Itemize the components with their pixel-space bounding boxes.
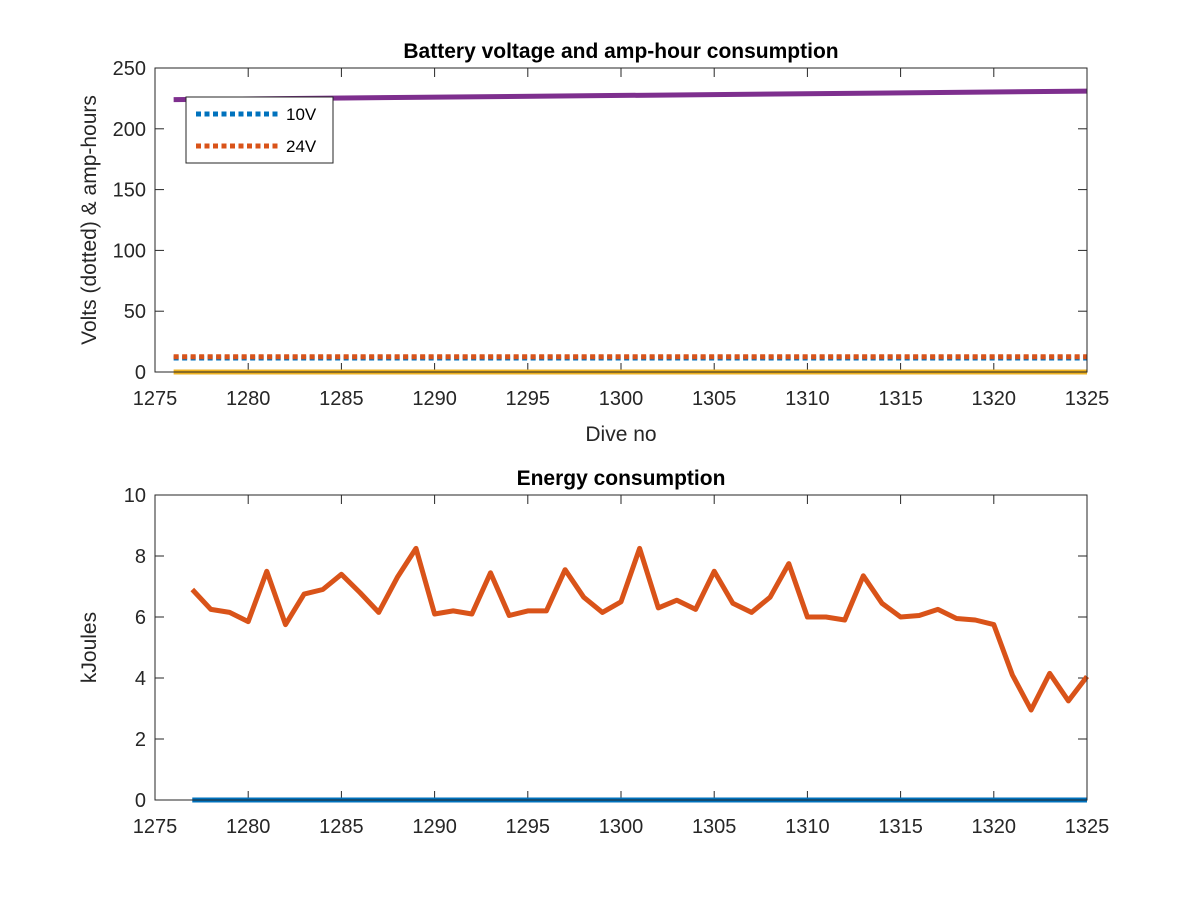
energy-x-tick-label: 1280 <box>226 816 271 838</box>
voltage-x-tick-label: 1275 <box>133 388 178 410</box>
energy-x-tick-label: 1320 <box>972 816 1017 838</box>
voltage-x-tick-label: 1315 <box>878 388 923 410</box>
voltage-x-tick-label: 1320 <box>972 388 1017 410</box>
energy-y-tick-label: 6 <box>135 607 146 629</box>
voltage-y-tick-label: 50 <box>124 301 146 323</box>
energy-series-line-0 <box>190 545 1089 713</box>
voltage-axes-box <box>154 67 1088 373</box>
voltage-chart-title: Battery voltage and amp-hour consumption <box>403 40 838 63</box>
voltage-y-axis-label: Volts (dotted) & amp-hours <box>78 95 101 345</box>
energy-x-tick-label: 1325 <box>1065 816 1110 838</box>
legend-box <box>185 96 334 164</box>
voltage-x-tick-label: 1285 <box>319 388 364 410</box>
voltage-x-tick-label: 1295 <box>506 388 551 410</box>
voltage-y-tick-label: 200 <box>113 119 146 141</box>
voltage-y-tick-label: 150 <box>113 180 146 202</box>
voltage-x-axis-label: Dive no <box>585 423 656 446</box>
voltage-y-tick-label: 250 <box>113 58 146 80</box>
voltage-legend: 10V 24V <box>185 96 334 164</box>
energy-x-tick-label: 1285 <box>319 816 364 838</box>
energy-y-tick-label: 8 <box>135 546 146 568</box>
energy-chart: 1275 1280 1285 1290 1295 1300 1305 1310 1315 1320… <box>78 467 1109 838</box>
energy-axes-box <box>154 494 1088 801</box>
voltage-x-tick-label: 1310 <box>785 388 830 410</box>
energy-x-tick-label: 1300 <box>599 816 644 838</box>
energy-x-tick-label: 1275 <box>133 816 178 838</box>
energy-x-tick-label: 1305 <box>692 816 737 838</box>
voltage-x-tick-label: 1290 <box>412 388 457 410</box>
legend-label-24v: 24V <box>286 137 317 156</box>
voltage-y-tick-label: 0 <box>135 362 146 384</box>
energy-x-tick-label: 1310 <box>785 816 830 838</box>
energy-y-tick-label: 4 <box>135 668 146 690</box>
voltage-x-tick-label: 1325 <box>1065 388 1110 410</box>
energy-plot-area <box>155 495 1087 800</box>
voltage-x-tick-label: 1280 <box>226 388 271 410</box>
voltage-x-tick-label: 1305 <box>692 388 737 410</box>
energy-y-tick-label: 0 <box>135 790 146 812</box>
voltage-chart: 1275 1280 1285 1290 1295 1300 1305 1310 1315 1320… <box>78 40 1109 446</box>
energy-x-tick-label: 1315 <box>878 816 923 838</box>
energy-x-tick-label: 1295 <box>506 816 551 838</box>
energy-y-tick-label: 10 <box>124 485 146 507</box>
energy-y-axis-label: kJoules <box>78 612 101 683</box>
energy-x-tick-label: 1290 <box>412 816 457 838</box>
energy-y-tick-label: 2 <box>135 729 146 751</box>
voltage-y-tick-label: 100 <box>113 240 146 262</box>
voltage-x-tick-label: 1300 <box>599 388 644 410</box>
legend-label-10v: 10V <box>286 105 317 124</box>
energy-chart-title: Energy consumption <box>517 467 726 490</box>
